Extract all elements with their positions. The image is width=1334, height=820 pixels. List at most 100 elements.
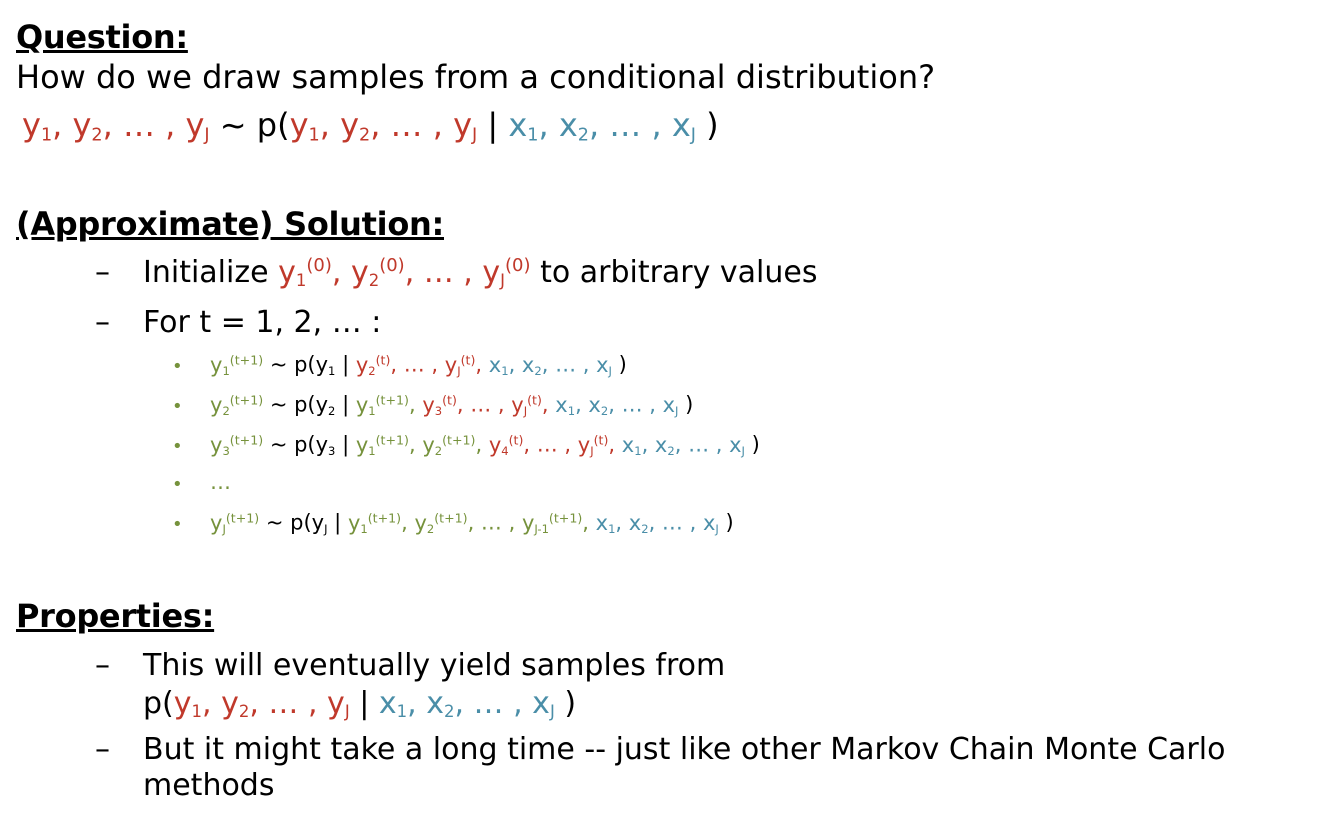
formula-segment: xJ: [596, 352, 612, 378]
formula-segment: , … ,: [390, 352, 445, 377]
formula-segment: yJ: [185, 106, 210, 146]
formula-subscript: 2: [91, 125, 103, 146]
dash-marker: –: [95, 732, 110, 767]
dash-marker: –: [95, 305, 110, 340]
formula-subscript: 2: [426, 521, 435, 536]
formula-segment: y1: [289, 106, 320, 146]
formula-segment: Initialize: [143, 255, 279, 290]
formula-subscript: 1: [295, 271, 307, 291]
formula-subscript: J: [457, 363, 461, 378]
formula-segment: , … ,: [648, 510, 703, 535]
formula-segment: |: [335, 352, 356, 377]
formula-segment: y1(t+1): [355, 392, 409, 418]
formula-segment: |: [335, 432, 356, 457]
formula-segment: ,: [407, 686, 427, 721]
formula-subscript: J: [500, 271, 506, 291]
dash-marker: –: [95, 648, 110, 683]
formula-segment: ,: [608, 432, 622, 457]
formula-segment: y2(t+1): [210, 392, 264, 418]
formula-subscript: 1: [308, 125, 320, 146]
formula-segment: |: [477, 106, 509, 144]
formula-superscript: (t+1): [229, 392, 264, 407]
formula-subscript: 2: [222, 403, 230, 418]
formula-subscript: 3: [434, 403, 443, 418]
formula-segment: ~ p(: [209, 106, 290, 144]
bullet-icon: •: [172, 356, 183, 377]
formula-subscript: 2: [368, 363, 376, 378]
formula-superscript: (t): [442, 392, 457, 407]
formula-segment: x2: [426, 686, 455, 722]
formula-subscript: 3: [328, 443, 336, 458]
formula-segment: , … ,: [541, 352, 597, 377]
formula-segment: 1: [328, 353, 335, 377]
formula-segment: For t = 1, 2, … :: [143, 305, 382, 340]
formula-segment: xJ: [729, 432, 745, 458]
formula-subscript: 1: [608, 521, 616, 536]
formula-segment: ,: [615, 510, 629, 535]
formula-segment: yJ(t): [511, 392, 542, 418]
formula-subscript: 1: [191, 702, 203, 722]
formula-segment: ,: [541, 392, 556, 417]
formula-segment: , … ,: [608, 392, 663, 417]
formula-subscript: J: [324, 521, 328, 536]
formula-superscript: (0): [379, 255, 405, 277]
formula-segment: , … ,: [523, 432, 578, 457]
bullet-icon: •: [172, 396, 183, 417]
formula-subscript: 1: [328, 363, 336, 378]
formula-segment: yJ(0): [482, 255, 531, 291]
formula-subscript: 2: [328, 403, 336, 418]
formula-segment: x1: [378, 686, 408, 722]
formula-segment: ): [678, 392, 694, 417]
formula-subscript: J: [549, 702, 555, 722]
formula-superscript: (0): [306, 255, 332, 277]
update-ellipsis: …: [210, 470, 231, 494]
formula-subscript: 4: [501, 443, 509, 458]
formula-segment: , … ,: [102, 106, 186, 144]
formula-segment: x2: [588, 392, 609, 418]
formula-segment: y2: [221, 686, 250, 722]
formula-segment: , … ,: [370, 106, 454, 144]
formula-segment: yJ: [453, 106, 478, 146]
formula-subscript: 1: [634, 443, 642, 458]
formula-superscript: (t+1): [375, 432, 409, 447]
formula-superscript: (0): [505, 255, 531, 277]
formula-superscript: (t+1): [229, 352, 264, 367]
formula-segment: ): [554, 686, 577, 721]
formula-segment: xJ: [532, 686, 555, 722]
formula-segment: ~ p(y: [263, 392, 329, 417]
formula-subscript: J: [204, 125, 210, 146]
formula-subscript: 3: [222, 443, 230, 458]
formula-segment: ,: [408, 432, 423, 457]
formula-segment: yJ(t): [444, 352, 476, 378]
formula-subscript: 2: [434, 443, 443, 458]
bullet-icon: •: [172, 474, 183, 495]
formula-segment: y2: [72, 106, 103, 146]
formula-segment: ~ p(y: [259, 510, 325, 535]
question-text: How do we draw samples from a conditiona…: [16, 58, 936, 96]
property-1-formula: p(y1, y2, … , yJ | x1, x2, … , xJ ): [143, 686, 576, 721]
formula-segment: , … ,: [588, 106, 672, 144]
step-initialize: Initialize y1(0), y2(0), … , yJ(0) to ar…: [143, 255, 818, 290]
formula-subscript: 1: [368, 403, 376, 418]
formula-subscript: J: [741, 443, 745, 458]
formula-segment: , … ,: [249, 686, 328, 721]
formula-segment: ,: [641, 432, 655, 457]
update-y2: y2(t+1) ~ p(y2 | y1(t+1), y3(t), … , yJ(…: [210, 392, 693, 417]
formula-subscript: 2: [641, 521, 649, 536]
formula-segment: y4(t): [488, 432, 524, 458]
formula-segment: y1(t+1): [347, 510, 402, 536]
formula-subscript: 2: [600, 403, 609, 418]
formula-segment: y2(0): [350, 255, 405, 291]
formula-subscript: J: [690, 125, 696, 146]
formula-segment: y1(0): [278, 255, 332, 291]
formula-segment: 2: [328, 393, 335, 417]
formula-superscript: (t+1): [434, 510, 468, 525]
formula-segment: ,: [508, 352, 522, 377]
formula-subscript: J: [608, 363, 612, 378]
formula-subscript: 2: [577, 125, 589, 146]
formula-subscript: 1: [222, 363, 230, 378]
update-yJ: yJ(t+1) ~ p(yJ | y1(t+1), y2(t+1), … , y…: [210, 510, 734, 535]
formula-segment: x2: [521, 352, 542, 378]
formula-segment: ,: [538, 106, 559, 144]
formula-subscript: 2: [238, 702, 250, 722]
